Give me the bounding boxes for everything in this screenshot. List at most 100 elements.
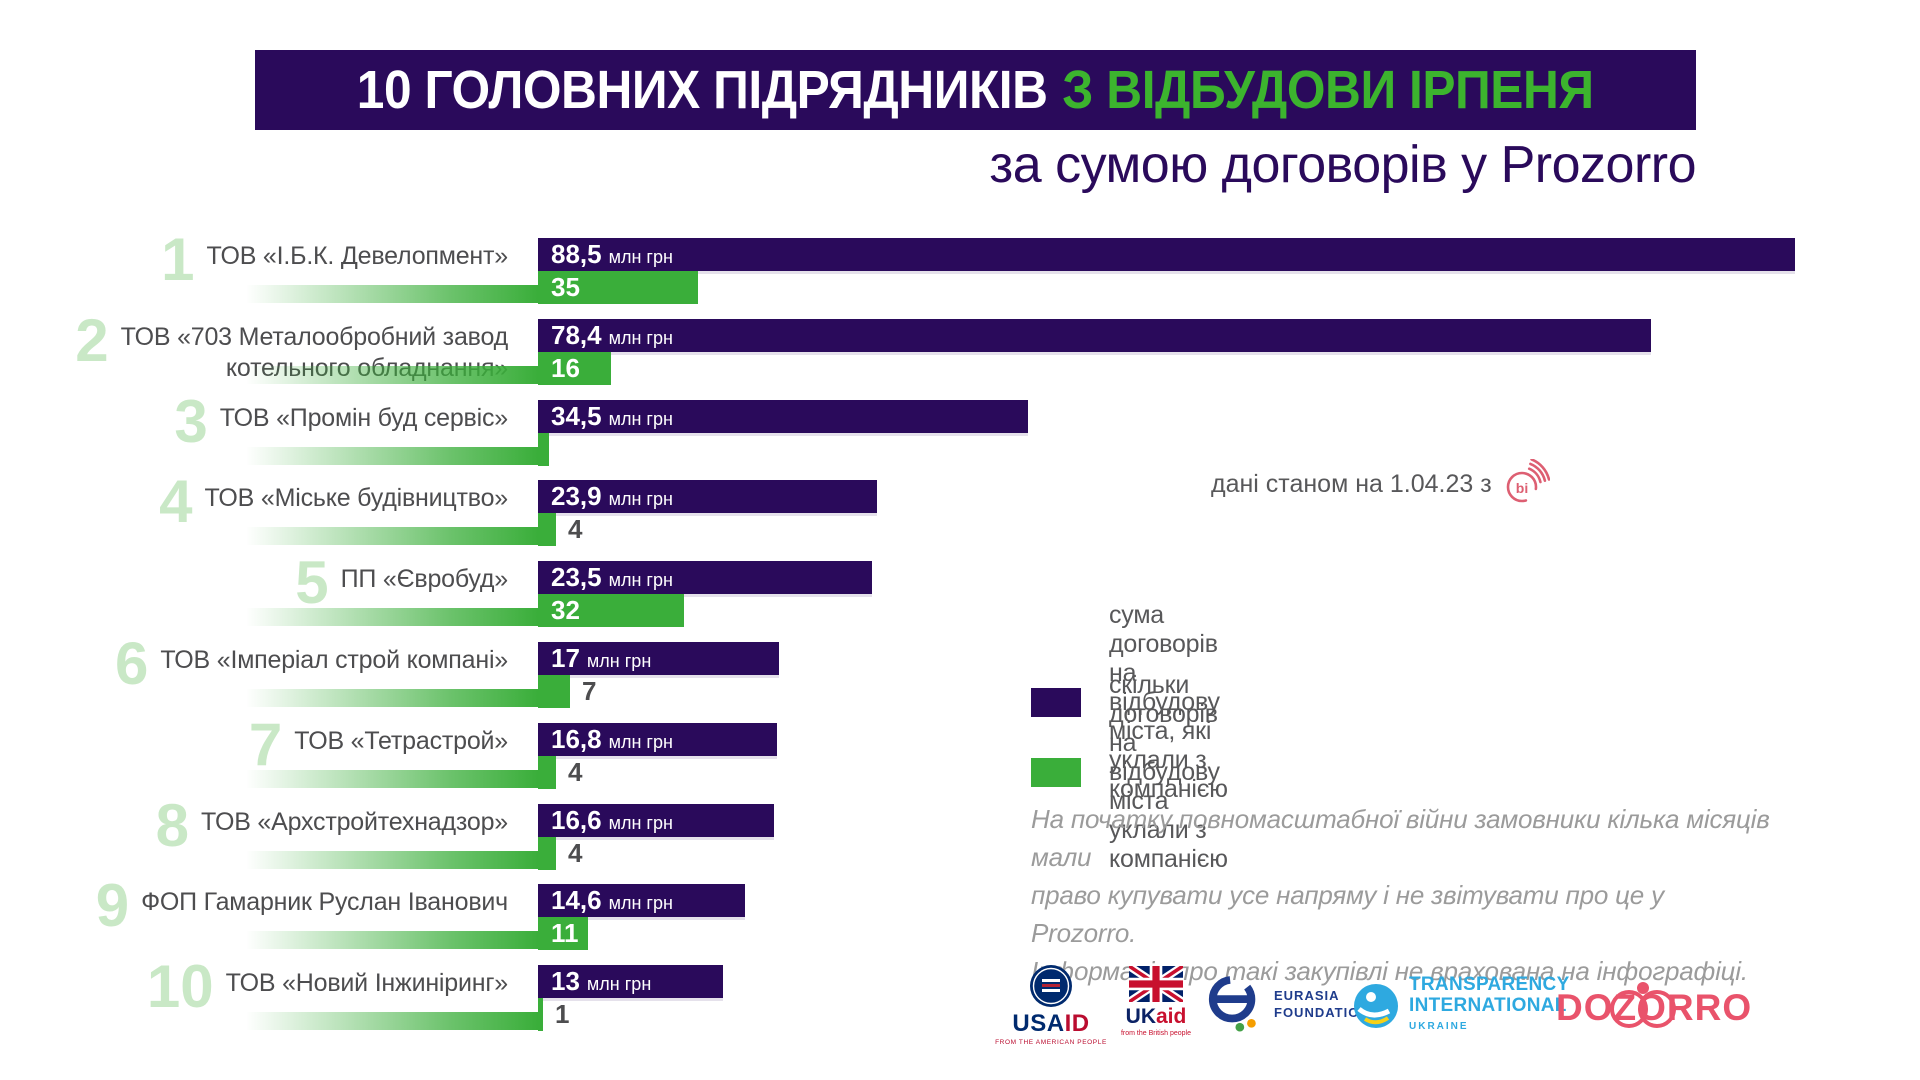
sum-bar: 16,8 млн грн [538, 722, 777, 756]
sum-bar: 23,9 млн грн [538, 480, 877, 514]
sum-value: 16,6 [551, 804, 602, 835]
bar-zone: 13 млн грн 1 [538, 965, 723, 1032]
sum-bar: 14,6 млн грн [538, 884, 745, 918]
sum-value: 16,8 [551, 723, 602, 754]
contractor-label-zone: 3 ТОВ «Промін буд сервіс» [0, 391, 509, 451]
usaid-logo: USAID FROM THE AMERICAN PEOPLE [986, 964, 1116, 1046]
rank-number: 5 [295, 549, 329, 617]
as-of-text: дані станом на 1.04.23 з [1211, 469, 1492, 498]
transparency-international-logo: TRANSPARENCY INTERNATIONAL UKRAINE [1352, 974, 1570, 1037]
union-jack-icon [1129, 966, 1183, 1002]
count-bar [538, 836, 556, 870]
leader-line [246, 285, 538, 303]
sum-value: 78,4 [551, 319, 602, 350]
legend-label-count: скільки договорів на відбудову міста укл… [1109, 671, 1228, 873]
rank-number: 9 [95, 872, 130, 940]
count-value-inside: 35 [551, 272, 580, 302]
bar-chart: 1 ТОВ «І.Б.К. Девелопмент» 88,5 млн грн … [0, 230, 1920, 1068]
contractor-row: 6 ТОВ «Імперіал строй компані» 17 млн гр… [0, 634, 1920, 723]
usaid-tagline: FROM THE AMERICAN PEOPLE [995, 1039, 1107, 1046]
title-text-white: 10 ГОЛОВНИХ ПІДРЯДНИКІВ [357, 60, 1048, 120]
sum-bar: 34,5 млн грн [538, 399, 1028, 433]
count-bar [538, 513, 556, 547]
page-title: 10 ГОЛОВНИХ ПІДРЯДНИКІВ З ВІДБУДОВИ ІРПЕ… [357, 50, 1594, 130]
svg-text:bi: bi [1515, 480, 1527, 496]
ukaid-wordmark: UKaid [1125, 1005, 1187, 1028]
count-value-outside: 1 [555, 999, 570, 1030]
contractor-name: ТОВ «Імперіал строй компані» [160, 646, 508, 674]
contractor-name: ТОВ «Тетрастрой» [294, 726, 508, 755]
sum-unit: млн грн [608, 570, 673, 591]
bar-zone: 16,6 млн грн 4 [538, 803, 774, 870]
contractor-name: ТОВ «Промін буд сервіс» [219, 403, 509, 432]
rank-number: 7 [248, 710, 283, 778]
contractor-row: 9 ФОП Гамарник Руслан Іванович 14,6 млн … [0, 876, 1920, 965]
leader-line [246, 365, 538, 384]
count-value-inside: 16 [551, 352, 580, 383]
count-value-outside: 7 [582, 676, 597, 706]
contractor-row: 10 ТОВ «Новий Інжиніринг» 13 млн грн 1 [0, 957, 1920, 1046]
sum-unit: млн грн [608, 247, 673, 267]
contractor-label-zone: 1 ТОВ «І.Б.К. Девелопмент» [0, 230, 508, 290]
leader-line [246, 608, 538, 627]
rank-number: 8 [155, 791, 190, 859]
sum-unit: млн грн [608, 893, 673, 914]
contractor-name: ТОВ «Архстройтехнадзор» [201, 807, 508, 836]
page-subtitle: за сумою договорів у Prozorro [989, 136, 1696, 194]
bar-zone: 23,5 млн грн 32 [538, 561, 872, 628]
contractor-row: 3 ТОВ «Промін буд сервіс» 34,5 млн грн [0, 391, 1920, 481]
contractor-row: 4 ТОВ «Міське будівництво» 23,9 млн грн … [0, 472, 1920, 561]
leader-line [246, 689, 538, 707]
contractor-row: 7 ТОВ «Тетрастрой» 16,8 млн грн 4 [0, 714, 1920, 804]
contractor-row: 1 ТОВ «І.Б.К. Девелопмент» 88,5 млн грн … [0, 230, 1920, 319]
contractor-label-zone: 4 ТОВ «Міське будівництво» [0, 472, 508, 532]
bar-zone: 34,5 млн грн [538, 399, 1028, 466]
count-value-outside: 4 [568, 514, 583, 545]
count-value-inside: 32 [551, 595, 580, 626]
bar-zone: 17 млн грн 7 [538, 642, 779, 708]
sum-bar: 23,5 млн грн [538, 561, 872, 595]
sum-unit: млн грн [608, 327, 673, 348]
title-text-green: З ВІДБУДОВИ ІРПЕНЯ [1062, 60, 1595, 120]
sum-value: 23,5 [551, 562, 602, 593]
leader-line [246, 446, 538, 465]
eurasia-foundation-logo: EURASIA FOUNDATION [1206, 970, 1370, 1038]
contractor-name: ПП «Євробуд» [340, 565, 509, 594]
count-bar [538, 432, 549, 466]
title-banner: 10 ГОЛОВНИХ ПІДРЯДНИКІВ З ВІДБУДОВИ ІРПЕ… [255, 50, 1696, 130]
ukaid-logo: UKaid from the British people [1106, 966, 1206, 1037]
legend-swatch-green [1031, 758, 1081, 787]
sum-value: 14,6 [551, 885, 602, 916]
contractor-label-zone: 10 ТОВ «Новий Інжиніринг» [0, 957, 509, 1017]
rank-number: 3 [174, 387, 208, 455]
sum-unit: млн грн [608, 731, 673, 752]
leader-line [246, 527, 538, 546]
bar-zone: 14,6 млн грн 11 [538, 884, 745, 951]
sum-value: 34,5 [551, 400, 602, 431]
sum-unit: млн грн [608, 408, 673, 429]
ti-globe-icon [1354, 983, 1398, 1028]
rank-number: 2 [75, 306, 109, 374]
leader-line [246, 850, 538, 869]
contractor-label-zone: 5 ПП «Євробуд» [0, 553, 509, 613]
usaid-seal-icon [1030, 965, 1072, 1007]
count-value-outside: 4 [568, 756, 583, 787]
dozorro-wordmark: DOZORRO [1556, 987, 1753, 1028]
contractor-name: ТОВ «Новий Інжиніринг» [225, 969, 509, 998]
contractor-label-zone: 6 ТОВ «Імперіал строй компані» [0, 634, 508, 694]
leader-line [246, 1012, 538, 1031]
count-bar [538, 998, 543, 1032]
rank-number: 1 [161, 226, 195, 293]
legend-swatch-purple [1031, 688, 1081, 717]
sum-unit: млн грн [586, 651, 652, 671]
sum-bar: 16,6 млн грн [538, 803, 774, 837]
ti-wordmark: TRANSPARENCY INTERNATIONAL UKRAINE [1409, 974, 1570, 1032]
count-bar [538, 755, 556, 789]
rank-number: 4 [159, 468, 193, 536]
legend-item-count: скільки договорів на відбудову міста укл… [1031, 671, 1228, 874]
sum-value: 13 [551, 966, 580, 997]
rank-number: 10 [146, 953, 214, 1021]
ukaid-tagline: from the British people [1120, 1030, 1192, 1037]
count-value-inside: 11 [551, 918, 579, 949]
